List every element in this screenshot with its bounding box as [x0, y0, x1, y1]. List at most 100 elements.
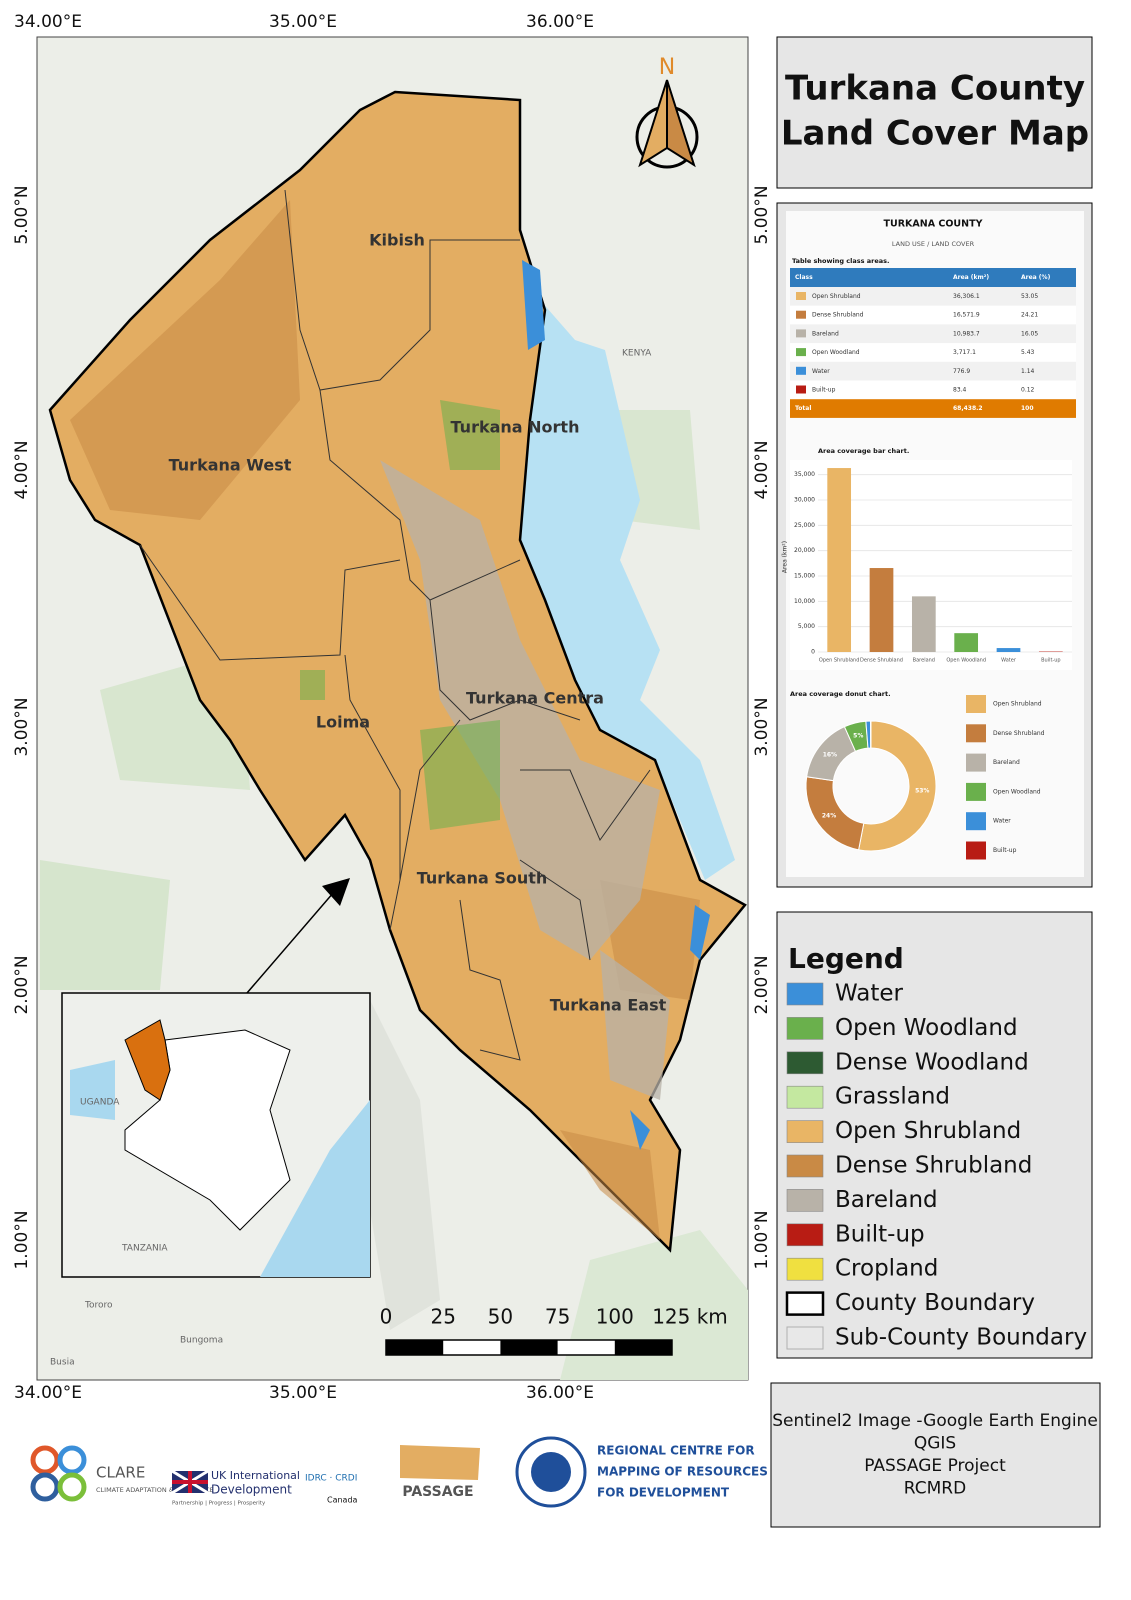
x-tick-label: Water	[1001, 658, 1017, 664]
table-total-band	[790, 399, 1076, 418]
lon-label: 36.00°E	[526, 12, 594, 32]
table-header: Area (%)	[1021, 274, 1051, 281]
north-arrow: N	[635, 55, 699, 169]
y-tick-label: 15,000	[794, 573, 815, 580]
logo-text: FOR DEVELOPMENT	[597, 1486, 730, 1500]
region-label: Turkana Centra	[466, 689, 604, 708]
lon-label: 35.00°E	[269, 12, 337, 32]
donut-legend-swatch	[966, 782, 986, 801]
legend-swatch	[786, 1189, 824, 1212]
bar-chart: 0 5,000 10,000 15,000 20,000 25,000 30,000 35,0…	[782, 468, 1072, 664]
sub-county-boundaries	[139, 189, 651, 1061]
x-tick-label: Dense Shrubland	[860, 658, 903, 664]
table-cell: Dense Shrubland	[812, 312, 864, 319]
credits: Sentinel2 Image -Google Earth Engine QGIS…	[772, 1411, 1098, 1499]
donut-legend-swatch	[966, 724, 986, 743]
table-swatch	[796, 366, 806, 375]
logo-text: IDRC · CRDI	[305, 1474, 357, 1484]
legend-label: Sub-County Boundary	[835, 1325, 1087, 1351]
title-line: Turkana County	[785, 69, 1085, 109]
legend-swatch	[786, 1326, 824, 1350]
donut-label: 16%	[823, 751, 837, 758]
north-label: N	[659, 55, 675, 80]
table-cell: 16,571.9	[953, 312, 980, 319]
lon-label: 34.00°E	[14, 1383, 82, 1403]
table-cell: 24.21	[1021, 312, 1038, 319]
y-tick-label: 0	[811, 649, 815, 656]
table-row	[790, 305, 1076, 325]
y-tick-label: 35,000	[794, 471, 815, 478]
table-swatch	[796, 310, 806, 319]
scale-bar-segment	[614, 1340, 672, 1355]
y-tick-label: 25,000	[794, 522, 815, 529]
legend-label: Built-up	[835, 1221, 925, 1247]
table-cell: 16.05	[1021, 330, 1038, 337]
title-box	[776, 36, 1093, 189]
donut-chart-title: Area coverage donut chart.	[790, 690, 891, 698]
lat-label: 2.00°N	[752, 955, 772, 1014]
donut-legend-label: Bareland	[993, 759, 1020, 766]
region-label: Kibish	[369, 231, 425, 250]
basemap-label: KENYA	[622, 349, 652, 359]
logo-text: CLARE	[96, 1464, 145, 1482]
table-cell: Built-up	[812, 387, 836, 394]
area-table: Class Area (km²) Area (%) Open Shrubland 36,…	[790, 268, 1076, 418]
x-tick-label: Bareland	[913, 658, 935, 664]
table-caption: Table showing class areas.	[792, 257, 889, 265]
table-swatch	[796, 329, 806, 338]
table-cell: 3,717.1	[953, 349, 976, 356]
inset-label: UGANDA	[80, 1098, 120, 1108]
region-label: Turkana North	[451, 418, 580, 437]
inset-turkana	[124, 1019, 171, 1101]
table-swatch	[796, 292, 806, 300]
donut-legend-label: Built-up	[993, 847, 1017, 854]
bar	[996, 648, 1021, 652]
logo-text: REGIONAL CENTRE FOR	[597, 1444, 755, 1458]
logos: CLARE CLIMATE ADAPTATION & RESILIENCE UK…	[30, 1436, 768, 1508]
table-swatch	[796, 348, 806, 357]
donut-legend-label: Dense Shrubland	[993, 730, 1045, 737]
table-cell: Open Shrubland	[812, 293, 861, 300]
x-tick-label: Open Woodland	[946, 658, 986, 664]
scale-label: 125 km	[652, 1305, 728, 1329]
lat-label: 4.00°N	[12, 440, 32, 499]
inset-ocean	[260, 1100, 370, 1277]
donut-legend-swatch	[966, 753, 986, 772]
legend-label: Open Shrubland	[835, 1118, 1021, 1144]
credit-line: RCMRD	[904, 1479, 966, 1499]
x-tick-label: Open Shrubland	[819, 658, 859, 664]
legend-swatch	[786, 1017, 824, 1040]
logo-text: UK International	[211, 1469, 300, 1482]
logo-text: PASSAGE	[402, 1484, 473, 1500]
donut-legend-label: Open Woodland	[993, 788, 1041, 795]
y-tick-label: 10,000	[794, 598, 815, 605]
panel-subtitle: LAND USE / LAND COVER	[892, 240, 975, 248]
legend-label: Grassland	[835, 1084, 950, 1110]
lat-label: 1.00°N	[12, 1210, 32, 1269]
donut-legend-swatch	[966, 812, 986, 831]
table-cell: 5.43	[1021, 349, 1035, 356]
lon-label: 36.00°E	[526, 1383, 594, 1403]
basemap-label: Busia	[50, 1358, 75, 1368]
basemap-label: Tororo	[84, 1301, 113, 1311]
credit-line: Sentinel2 Image -Google Earth Engine	[772, 1411, 1098, 1431]
table-cell: Water	[812, 368, 830, 375]
table-cell: 0.12	[1021, 387, 1035, 394]
legend-items: Water Open Woodland Dense Woodland Grasslan…	[785, 981, 1087, 1351]
table-cell: 53.05	[1021, 293, 1038, 300]
legend-label: County Boundary	[835, 1290, 1035, 1316]
scale-bar-segment	[500, 1340, 558, 1355]
donut-slice	[858, 720, 937, 852]
scale-label: 0	[380, 1305, 393, 1329]
x-tick-label: Built-up	[1041, 658, 1061, 664]
scale-label: 50	[488, 1305, 513, 1329]
legend-label: Open Woodland	[835, 1015, 1018, 1041]
table-cell: 100	[1021, 405, 1034, 412]
table-header-band	[790, 268, 1076, 287]
legend-box	[776, 911, 1093, 1359]
scale-label: 100	[596, 1305, 634, 1329]
panel-title: TURKANA COUNTY	[884, 219, 983, 230]
lon-label: 35.00°E	[269, 1383, 337, 1403]
scale-label: 25	[430, 1305, 455, 1329]
